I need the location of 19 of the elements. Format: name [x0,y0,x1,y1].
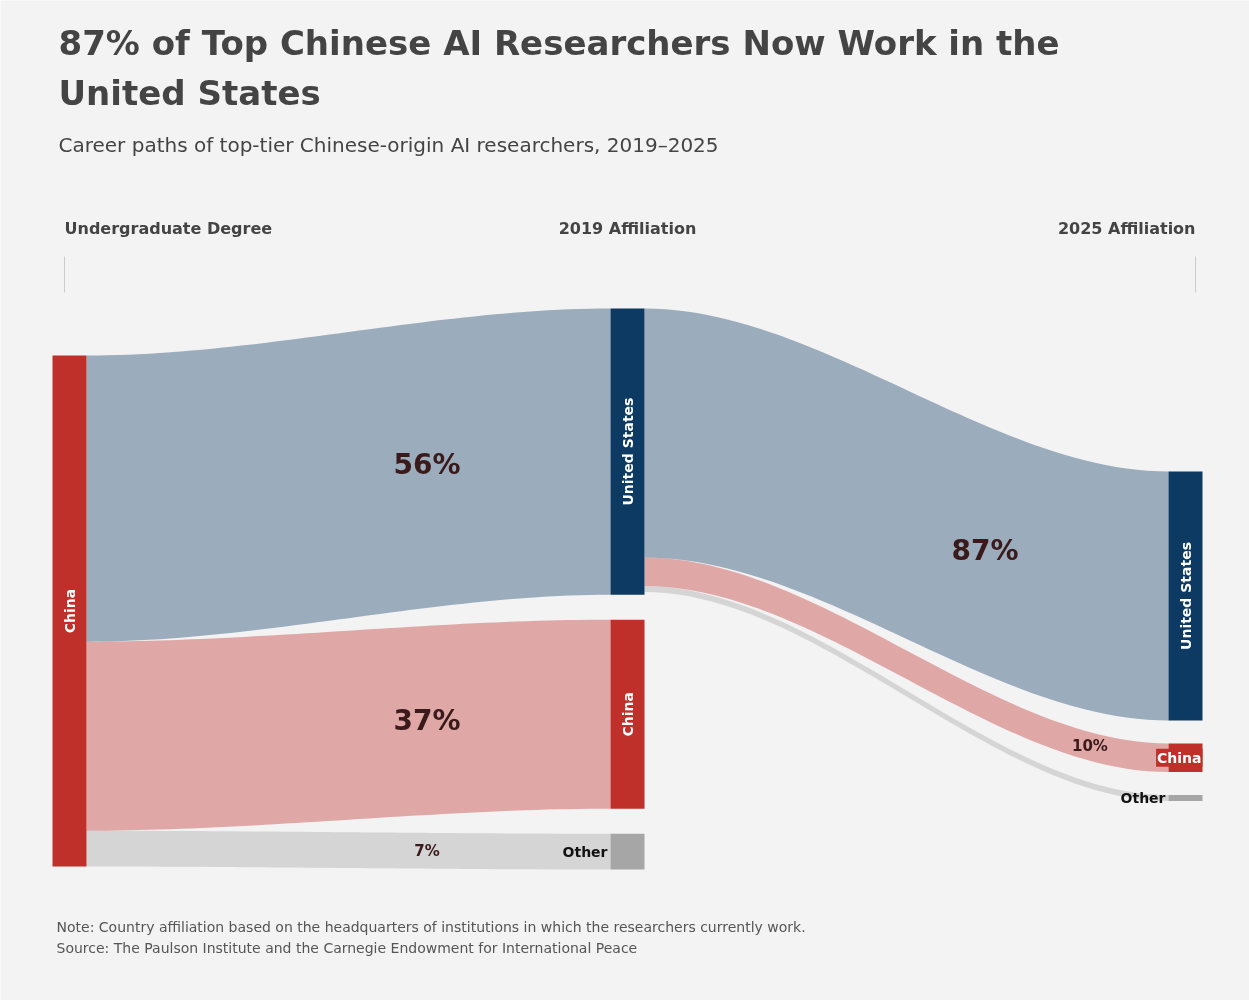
data-label: 10% [1071,737,1108,756]
data-label: 87% [951,533,1019,567]
text: 87% of Top Chinese AI Researchers Now Work in the United States [58,22,1060,113]
text: Career paths of top-tier Chinese-origin AI researchers, 2019–2025 [58,132,719,157]
text: United States [1177,541,1194,650]
text: Note: Country affiliation based on the headquarters of institutions in which the researchers currently work. [56,918,806,935]
category-label: 2019 Affiliation [558,218,697,238]
data-label: 7% [414,841,440,860]
source-note: Source: The Paulson Institute and the Carnegie Endowment for International Peace [56,939,638,956]
series-label: China [1157,749,1202,766]
category-label: 2025 Affiliation [1057,218,1196,238]
text: China [619,691,636,737]
category-label: Undergraduate Degree [64,218,273,238]
legend-label: Other [1120,790,1166,807]
data-label: 56% [393,448,461,482]
data-label: 37% [393,703,461,737]
text: Other [562,843,608,860]
text: China [61,588,78,634]
text: United States [619,397,636,506]
